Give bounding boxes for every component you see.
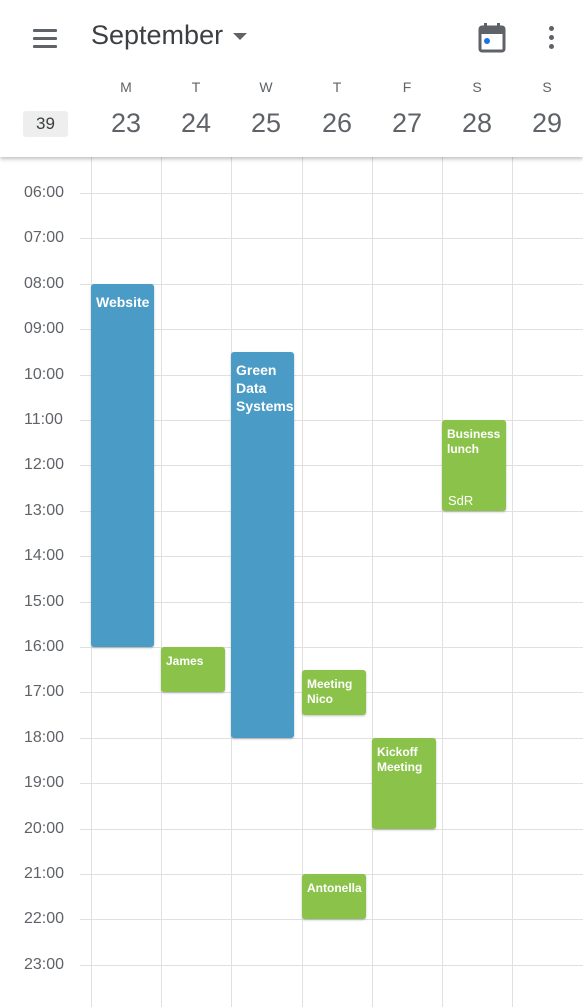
calendar-event[interactable]: James bbox=[161, 647, 225, 693]
hour-label: 11:00 bbox=[24, 411, 63, 428]
day-header-thu[interactable]: T 26 bbox=[302, 76, 372, 138]
calendar-today-icon[interactable] bbox=[478, 23, 506, 53]
day-column-divider bbox=[302, 137, 303, 1007]
calendar-event[interactable]: Meeting Nico bbox=[302, 669, 366, 716]
day-letter: F bbox=[402, 79, 412, 95]
day-column-divider bbox=[372, 137, 373, 1007]
day-header-mon[interactable]: M 23 bbox=[91, 76, 161, 138]
hour-label: 23:00 bbox=[24, 955, 65, 973]
day-number: 29 bbox=[531, 108, 563, 138]
day-number: 28 bbox=[461, 108, 493, 138]
hour-gridline bbox=[80, 737, 583, 739]
day-header-sat[interactable]: S 28 bbox=[442, 76, 512, 138]
hour-label: 20:00 bbox=[24, 819, 65, 837]
hour-label: 18:00 bbox=[24, 728, 65, 746]
calendar-event[interactable]: Website bbox=[91, 283, 154, 647]
hour-label: 13:00 bbox=[24, 501, 65, 519]
hour-gridline bbox=[80, 465, 583, 467]
calendar-header: September 39 M 23 T 24 W 25 T 26 F 27 S … bbox=[0, 0, 583, 157]
hour-gridline bbox=[80, 828, 583, 830]
hour-gridline bbox=[80, 374, 583, 376]
hour-gridline bbox=[80, 329, 583, 331]
hour-gridline bbox=[80, 238, 583, 240]
event-title: Meeting Nico bbox=[307, 676, 353, 706]
hour-label: 22:00 bbox=[24, 910, 65, 928]
day-letter: T bbox=[332, 79, 342, 95]
day-column-divider bbox=[442, 137, 443, 1007]
menu-icon[interactable] bbox=[31, 26, 59, 50]
day-header-fri[interactable]: F 27 bbox=[372, 76, 442, 138]
hour-label: 10:00 bbox=[24, 365, 65, 383]
event-title: Antonella bbox=[307, 881, 362, 895]
hour-gridline bbox=[80, 601, 583, 603]
calendar-event[interactable]: Kickoff Meeting bbox=[372, 737, 436, 829]
calendar-event[interactable]: Antonella bbox=[302, 874, 366, 920]
month-title: September bbox=[91, 20, 224, 50]
hour-label: 07:00 bbox=[24, 229, 65, 247]
day-letter: M bbox=[120, 79, 132, 95]
more-options-icon[interactable] bbox=[540, 24, 564, 52]
day-number: 24 bbox=[180, 108, 212, 138]
hour-label: 17:00 bbox=[24, 683, 65, 701]
event-title: Website bbox=[96, 293, 150, 310]
day-number: 25 bbox=[250, 108, 282, 138]
day-number: 26 bbox=[321, 108, 353, 138]
day-header-wed[interactable]: W 25 bbox=[231, 76, 301, 138]
calendar-event[interactable]: Business lunch SdR bbox=[442, 420, 506, 511]
hour-label: 21:00 bbox=[24, 865, 65, 882]
day-header-sun[interactable]: S 29 bbox=[512, 76, 582, 138]
week-number-badge: 39 bbox=[23, 111, 68, 137]
hour-label: 09:00 bbox=[24, 320, 65, 338]
day-header-tue[interactable]: T 24 bbox=[161, 76, 231, 138]
day-letter: W bbox=[259, 79, 273, 95]
hour-gridline bbox=[80, 919, 583, 921]
hour-gridline bbox=[80, 964, 583, 966]
hour-gridline bbox=[80, 647, 583, 648]
event-location: SdR bbox=[448, 492, 474, 508]
day-number: 27 bbox=[391, 108, 423, 138]
hour-gridline bbox=[80, 783, 583, 785]
hour-gridline bbox=[80, 510, 583, 512]
event-title: James bbox=[166, 654, 204, 668]
day-letter: S bbox=[542, 79, 552, 95]
hour-label: 06:00 bbox=[24, 184, 65, 201]
hour-gridline bbox=[80, 193, 583, 194]
day-column-divider bbox=[512, 137, 513, 1007]
hour-gridline bbox=[80, 283, 583, 285]
week-grid[interactable]: 06:00 07:00 08:00 09:00 10:00 11:00 12:00 13:00… bbox=[0, 137, 583, 1007]
day-number: 23 bbox=[110, 108, 142, 138]
hour-label: 08:00 bbox=[24, 274, 65, 292]
month-selector[interactable]: September bbox=[91, 20, 248, 51]
hour-label: 16:00 bbox=[24, 638, 65, 655]
hour-gridline bbox=[80, 420, 583, 421]
day-letter: T bbox=[191, 79, 201, 95]
event-title: Kickoff Meeting bbox=[377, 744, 423, 774]
hour-label: 12:00 bbox=[24, 456, 65, 474]
day-column-divider bbox=[161, 137, 162, 1007]
hour-label: 15:00 bbox=[24, 592, 65, 610]
hour-label: 14:00 bbox=[24, 547, 65, 565]
calendar-event[interactable]: Green Data Systems bbox=[231, 351, 294, 738]
hour-label: 19:00 bbox=[24, 774, 65, 792]
event-title: Green Data Systems bbox=[236, 361, 294, 414]
event-title: Business lunch bbox=[447, 427, 501, 456]
hour-gridline bbox=[80, 556, 583, 558]
day-letter: S bbox=[472, 79, 482, 95]
caret-down-icon bbox=[233, 33, 248, 40]
